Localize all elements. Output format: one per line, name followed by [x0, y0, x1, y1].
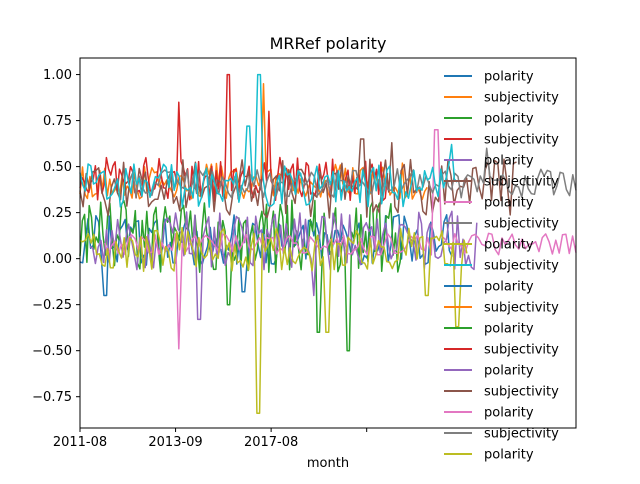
- y-tick-label: −0.50: [32, 344, 72, 359]
- series-line-8: [79, 226, 468, 415]
- axes-frame: [79, 57, 577, 429]
- series-layer: [79, 73, 577, 415]
- legend-label: subjectivity: [484, 175, 559, 190]
- legend-label: polarity: [484, 364, 534, 379]
- legend-label: polarity: [484, 448, 534, 463]
- x-tick-label: 2011-08: [53, 435, 107, 450]
- x-axis: 2011-08 2013-09 2017-08: [53, 428, 368, 450]
- legend-label: subjectivity: [484, 217, 559, 232]
- legend-label: polarity: [484, 70, 534, 85]
- y-tick-label: 0.75: [43, 114, 72, 129]
- chart-title: MRRef polarity: [270, 34, 387, 53]
- legend-label: subjectivity: [484, 427, 559, 442]
- legend-label: polarity: [484, 322, 534, 337]
- y-axis: −0.75 −0.50 −0.25 0.00 0.25 0.50 0.75 1.00: [32, 68, 80, 405]
- y-tick-label: −0.25: [32, 298, 72, 313]
- x-tick-label: 2013-09: [148, 435, 202, 450]
- legend-label: subjectivity: [484, 133, 559, 148]
- legend-label: polarity: [484, 280, 534, 295]
- y-tick-label: 0.00: [43, 252, 72, 267]
- legend-label: polarity: [484, 154, 534, 169]
- legend-label: polarity: [484, 112, 534, 127]
- legend-label: subjectivity: [484, 259, 559, 274]
- y-tick-label: 0.50: [43, 160, 72, 175]
- x-tick-label: 2017-08: [244, 435, 298, 450]
- legend-label: polarity: [484, 406, 534, 421]
- y-tick-label: 1.00: [43, 68, 72, 83]
- y-tick-label: 0.25: [43, 206, 72, 221]
- series-line-5: [79, 138, 517, 219]
- legend-label: subjectivity: [484, 91, 559, 106]
- legend: polarity subjectivity polarity subjectivity…: [444, 70, 559, 463]
- y-tick-label: −0.75: [32, 390, 72, 405]
- legend-label: subjectivity: [484, 385, 559, 400]
- series-line-7: [128, 147, 577, 199]
- x-axis-label: month: [307, 456, 349, 471]
- series-line-9: [79, 73, 458, 208]
- legend-label: polarity: [484, 238, 534, 253]
- legend-label: polarity: [484, 196, 534, 211]
- legend-label: subjectivity: [484, 301, 559, 316]
- legend-label: subjectivity: [484, 343, 559, 358]
